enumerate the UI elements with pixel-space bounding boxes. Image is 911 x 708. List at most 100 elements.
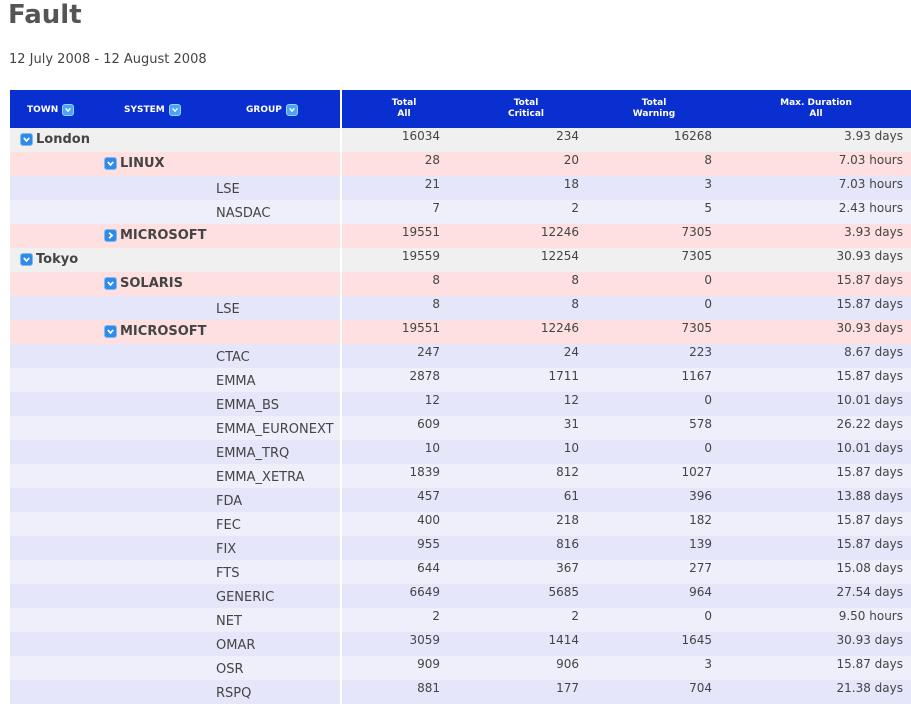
group-row[interactable]: OSR 909 906 3 15.87 days	[10, 656, 911, 680]
max-duration-value: 13.88 days	[836, 489, 904, 503]
system-row[interactable]: MICROSOFT 19551 12246 7305 30.93 days	[10, 320, 911, 344]
total-critical-value: 906	[556, 657, 579, 671]
chevron-down-icon[interactable]	[62, 104, 75, 116]
max-duration-value: 15.87 days	[836, 369, 904, 383]
expand-toggle-icon[interactable]	[104, 229, 117, 242]
system-row[interactable]: SOLARIS 8 8 0 15.87 days	[10, 272, 911, 296]
max-duration-header[interactable]: Max. Duration All	[762, 90, 870, 128]
group-cell: FDA	[216, 494, 242, 509]
total-critical-value: 2	[571, 609, 579, 623]
total-all-value: 247	[417, 345, 440, 359]
column-divider	[340, 344, 342, 368]
header-line: Warning	[632, 109, 676, 119]
group-row[interactable]: RSPQ 881 177 704 21.38 days	[10, 680, 911, 704]
group-label: OSR	[216, 662, 244, 677]
max-duration-value: 15.87 days	[836, 297, 904, 311]
total-critical-value: 20	[563, 153, 579, 167]
group-row[interactable]: LSE 21 18 3 7.03 hours	[10, 176, 911, 200]
total-warning-value: 3	[704, 657, 712, 671]
max-duration-value: 15.87 days	[836, 657, 904, 671]
total-critical-value: 8	[571, 297, 579, 311]
group-label: LSE	[216, 302, 240, 317]
group-row[interactable]: FDA 457 61 396 13.88 days	[10, 488, 911, 512]
collapse-toggle-icon[interactable]	[20, 253, 33, 266]
chevron-down-icon[interactable]	[285, 104, 298, 116]
collapse-toggle-icon[interactable]	[104, 277, 117, 290]
town-label: London	[36, 132, 90, 147]
group-row[interactable]: EMMA_BS 12 12 0 10.01 days	[10, 392, 911, 416]
group-cell: FTS	[216, 566, 239, 581]
column-divider	[340, 296, 342, 320]
max-duration-value: 15.87 days	[836, 537, 904, 551]
total-warning-value: 396	[689, 489, 712, 503]
group-row[interactable]: EMMA_TRQ 10 10 0 10.01 days	[10, 440, 911, 464]
total-warning-header[interactable]: Total Warning	[610, 90, 698, 128]
total-warning-value: 964	[689, 585, 712, 599]
group-cell: OMAR	[216, 638, 255, 653]
town-row[interactable]: Tokyo 19559 12254 7305 30.93 days	[10, 248, 911, 272]
chevron-down-icon[interactable]	[168, 104, 181, 116]
table-body: London 16034 234 16268 3.93 days LINUX 28 20 8 7.…	[10, 128, 911, 704]
total-critical-value: 12246	[540, 321, 579, 335]
group-row[interactable]: EMMA 2878 1711 1167 15.87 days	[10, 368, 911, 392]
total-critical-value: 2	[571, 201, 579, 215]
group-row[interactable]: CTAC 247 24 223 8.67 days	[10, 344, 911, 368]
page-title: Fault	[8, 0, 82, 30]
total-warning-value: 1645	[681, 633, 712, 647]
total-warning-value: 3	[704, 177, 712, 191]
column-divider	[340, 464, 342, 488]
group-cell: OSR	[216, 662, 244, 677]
total-critical-value: 12246	[540, 225, 579, 239]
collapse-toggle-icon[interactable]	[104, 325, 117, 338]
max-duration-value: 21.38 days	[836, 681, 904, 695]
town-row[interactable]: London 16034 234 16268 3.93 days	[10, 128, 911, 152]
system-label: SOLARIS	[120, 276, 183, 291]
total-all-value: 955	[417, 537, 440, 551]
group-cell: EMMA_BS	[216, 398, 279, 413]
group-row[interactable]: FIX 955 816 139 15.87 days	[10, 536, 911, 560]
group-row[interactable]: FTS 644 367 277 15.08 days	[10, 560, 911, 584]
group-row[interactable]: EMMA_EURONEXT 609 31 578 26.22 days	[10, 416, 911, 440]
total-critical-header[interactable]: Total Critical	[482, 90, 570, 128]
town-column-header[interactable]: TOWN	[27, 103, 75, 117]
total-critical-value: 367	[556, 561, 579, 575]
column-divider	[340, 656, 342, 680]
group-cell: EMMA	[216, 374, 256, 389]
total-warning-value: 5	[704, 201, 712, 215]
max-duration-value: 15.87 days	[836, 273, 904, 287]
total-all-value: 400	[417, 513, 440, 527]
collapse-toggle-icon[interactable]	[104, 157, 117, 170]
group-row[interactable]: OMAR 3059 1414 1645 30.93 days	[10, 632, 911, 656]
total-all-value: 21	[424, 177, 440, 191]
max-duration-value: 30.93 days	[836, 321, 904, 335]
group-row[interactable]: LSE 8 8 0 15.87 days	[10, 296, 911, 320]
group-label: EMMA_BS	[216, 398, 279, 413]
column-divider	[340, 560, 342, 584]
group-row[interactable]: EMMA_XETRA 1839 812 1027 15.87 days	[10, 464, 911, 488]
town-cell: London	[20, 132, 90, 147]
max-duration-value: 2.43 hours	[838, 201, 903, 215]
max-duration-value: 10.01 days	[836, 393, 904, 407]
group-label: OMAR	[216, 638, 256, 653]
system-row[interactable]: LINUX 28 20 8 7.03 hours	[10, 152, 911, 176]
table-header: TOWN SYSTEM GROUP Total All Total Critic…	[10, 90, 911, 128]
group-row[interactable]: FEC 400 218 182 15.87 days	[10, 512, 911, 536]
group-row[interactable]: NET 2 2 0 9.50 hours	[10, 608, 911, 632]
total-warning-value: 277	[689, 561, 712, 575]
total-all-header[interactable]: Total All	[360, 90, 448, 128]
collapse-toggle-icon[interactable]	[20, 133, 33, 146]
group-label: FEC	[216, 518, 241, 533]
total-all-value: 16034	[401, 129, 440, 143]
column-divider	[340, 608, 342, 632]
total-critical-value: 234	[556, 129, 579, 143]
town-label: Tokyo	[36, 252, 79, 267]
system-row[interactable]: MICROSOFT 19551 12246 7305 3.93 days	[10, 224, 911, 248]
group-row[interactable]: GENERIC 6649 5685 964 27.54 days	[10, 584, 911, 608]
system-column-header[interactable]: SYSTEM	[124, 103, 181, 117]
group-column-header[interactable]: GROUP	[246, 103, 298, 117]
total-warning-value: 0	[704, 393, 712, 407]
group-row[interactable]: NASDAC 7 2 5 2.43 hours	[10, 200, 911, 224]
total-critical-value: 218	[556, 513, 579, 527]
max-duration-value: 10.01 days	[836, 441, 904, 455]
total-all-value: 19559	[401, 249, 440, 263]
